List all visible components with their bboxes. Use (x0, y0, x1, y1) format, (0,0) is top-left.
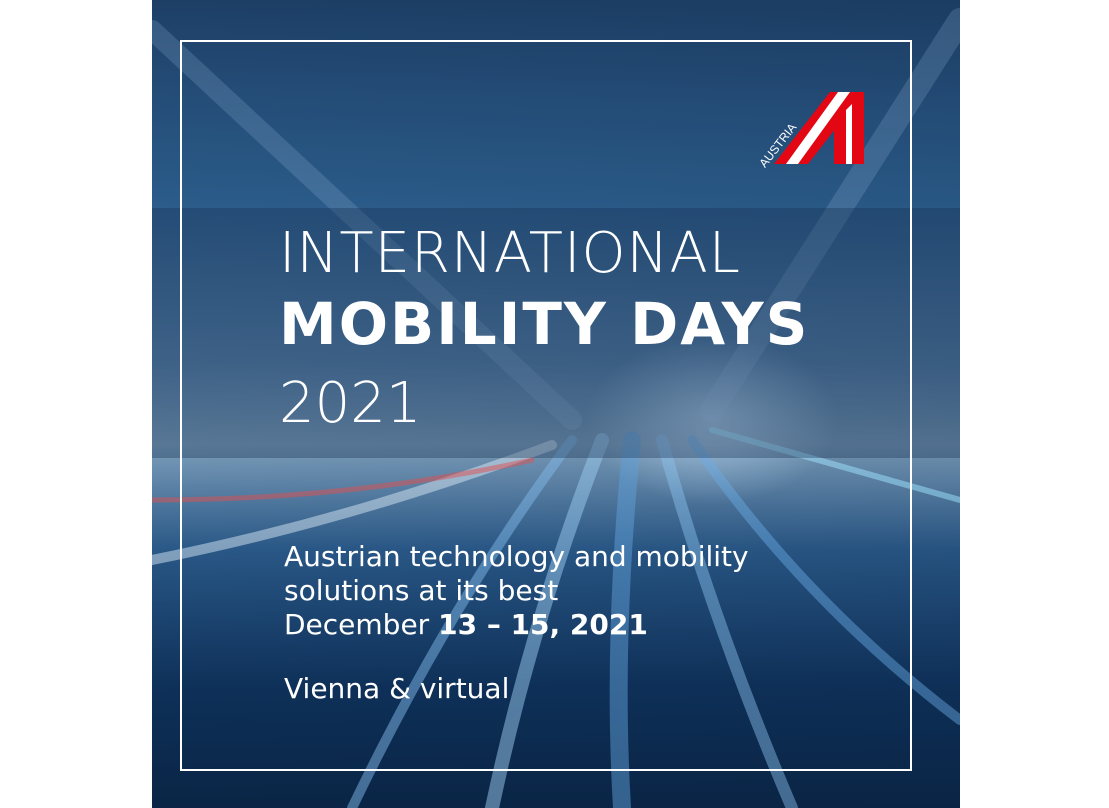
event-location: Vienna & virtual (284, 672, 510, 705)
title-year: 2021 (279, 371, 422, 436)
event-date: December 13 – 15, 2021 (284, 608, 749, 642)
austria-logo: AUSTRIA (756, 92, 864, 168)
subtitle-line-1: Austrian technology and mobility (284, 540, 749, 573)
subtitle-line-2: solutions at its best (284, 574, 559, 607)
date-prefix: December (284, 608, 439, 641)
title-line-2: MOBILITY DAYS (279, 290, 810, 358)
date-range: 13 – 15, 2021 (438, 608, 648, 641)
white-frame (180, 40, 912, 771)
motion-blur-background (152, 8, 960, 808)
title-line-1: INTERNATIONAL (279, 221, 741, 286)
title-band (152, 208, 960, 458)
subtitle: Austrian technology and mobility solutio… (284, 540, 749, 642)
event-poster: AUSTRIA INTERNATIONAL MOBILITY DAYS 2021… (152, 0, 960, 808)
